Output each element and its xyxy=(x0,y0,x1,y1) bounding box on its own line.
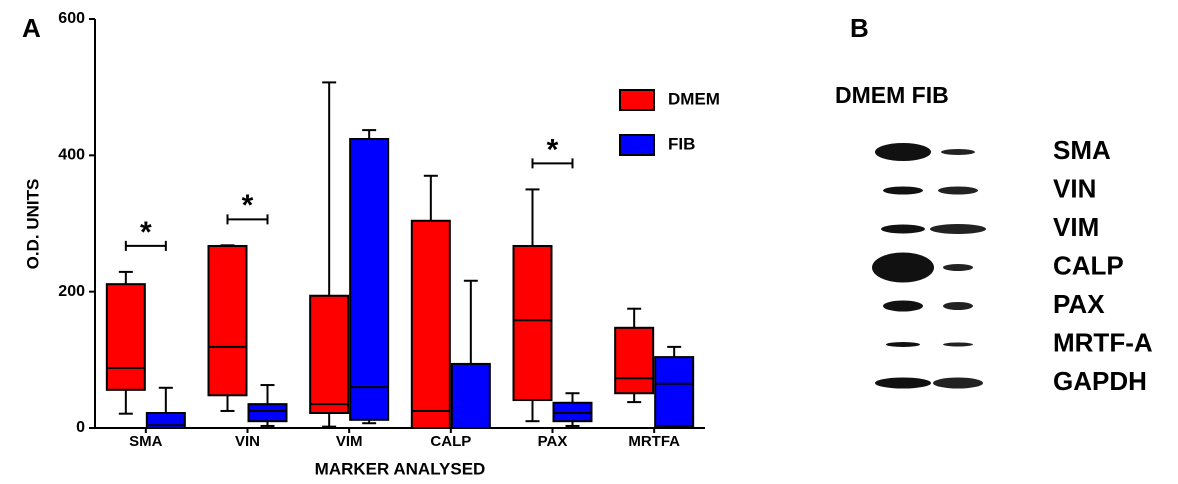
blot-band xyxy=(875,143,931,161)
y-tick-label: 400 xyxy=(58,147,85,164)
x-axis-label: MARKER ANALYSED xyxy=(315,459,486,478)
box xyxy=(209,246,247,395)
blot-row-label: GAPDH xyxy=(1053,366,1147,396)
panel-label: B xyxy=(850,13,869,43)
significance-label: * xyxy=(547,133,559,166)
blot-band xyxy=(938,187,978,195)
blot-row-label: SMA xyxy=(1053,135,1111,165)
box xyxy=(655,357,693,426)
box xyxy=(514,246,552,400)
x-tick-label: VIN xyxy=(235,433,260,450)
significance-label: * xyxy=(140,216,152,249)
blot-band xyxy=(883,301,923,312)
legend-swatch xyxy=(620,90,654,110)
blot-band xyxy=(875,378,931,389)
blot-band xyxy=(886,342,920,347)
blot-band xyxy=(872,253,934,283)
legend-label: DMEM xyxy=(668,89,720,108)
blot-row-label: VIN xyxy=(1053,173,1096,203)
blot-band xyxy=(883,187,923,195)
blot-band xyxy=(941,149,975,155)
x-tick-label: SMA xyxy=(129,433,163,450)
blot-band xyxy=(933,378,983,389)
page: A B MARKER ANALYSED O.D. UNITS DMEM FIB … xyxy=(0,0,1178,484)
box xyxy=(554,403,592,421)
blot-band xyxy=(943,302,973,310)
x-tick-label: VIM xyxy=(336,433,363,450)
box xyxy=(452,364,490,428)
x-tick-label: MRTFA xyxy=(628,433,680,450)
figure: A B MARKER ANALYSED O.D. UNITS DMEM FIB … xyxy=(0,0,1178,484)
blot-row-label: PAX xyxy=(1053,289,1105,319)
box xyxy=(310,296,348,413)
blot-header: DMEM FIB xyxy=(835,82,949,108)
y-tick-label: 0 xyxy=(76,419,85,436)
legend-swatch xyxy=(620,135,654,155)
box xyxy=(107,284,145,390)
box xyxy=(615,328,653,393)
box xyxy=(249,404,287,421)
box xyxy=(350,139,388,420)
blot-band xyxy=(930,224,986,234)
blot-band xyxy=(943,343,973,347)
panel-label: A xyxy=(22,13,41,43)
x-tick-label: PAX xyxy=(538,433,568,450)
box xyxy=(412,221,450,428)
blot-row-label: CALP xyxy=(1053,250,1124,280)
blot-row-label: VIM xyxy=(1053,212,1099,242)
blot-band xyxy=(881,225,925,234)
blot-row-label: MRTF-A xyxy=(1053,327,1153,357)
blot-band xyxy=(943,264,973,271)
y-tick-label: 200 xyxy=(58,283,85,300)
y-tick-label: 600 xyxy=(58,10,85,27)
y-axis-label: O.D. UNITS xyxy=(23,179,42,270)
significance-label: * xyxy=(242,189,254,222)
legend-label: FIB xyxy=(668,134,695,153)
x-tick-label: CALP xyxy=(430,433,471,450)
